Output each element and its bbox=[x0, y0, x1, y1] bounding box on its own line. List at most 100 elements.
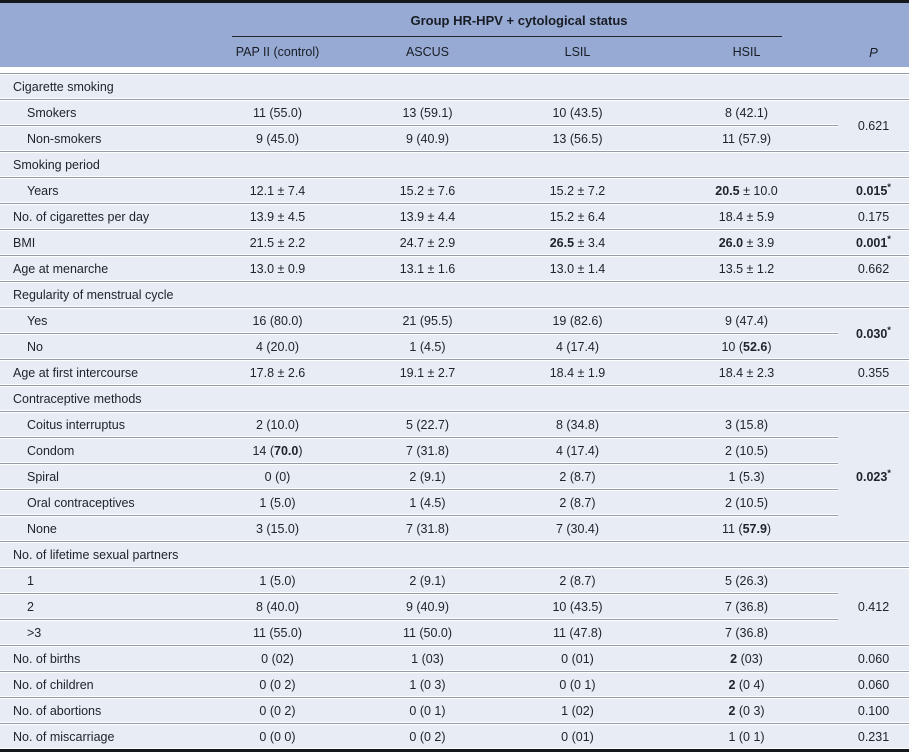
cell-ascus: 1 (03) bbox=[355, 645, 500, 671]
table-row: Non-smokers 9 (45.0) 9 (40.9) 13 (56.5) … bbox=[0, 125, 909, 151]
cell-lsil: 15.2 ± 7.2 bbox=[500, 177, 655, 203]
cell-lsil: 2 (8.7) bbox=[500, 567, 655, 593]
cell-lsil: 15.2 ± 6.4 bbox=[500, 203, 655, 229]
p-value-text: 0.001 bbox=[856, 235, 888, 250]
cell-hsil: 7 (36.8) bbox=[655, 593, 839, 619]
section-row: Smoking period bbox=[0, 151, 909, 177]
cell-lsil: 2 (8.7) bbox=[500, 489, 655, 515]
table-row: Smokers 11 (55.0) 13 (59.1) 10 (43.5) 8 … bbox=[0, 99, 909, 151]
row-label: No bbox=[0, 333, 200, 359]
row-label: Non-smokers bbox=[0, 125, 200, 151]
cell-papii: 2 (10.0) bbox=[200, 411, 355, 437]
table-row: >3 11 (55.0) 11 (50.0) 11 (47.8) 7 (36.8… bbox=[0, 619, 909, 645]
row-label: 2 bbox=[0, 593, 200, 619]
table-row: None 3 (15.0) 7 (31.8) 7 (30.4) 11 (57.9… bbox=[0, 515, 909, 541]
cell-hsil: 18.4 ± 5.9 bbox=[655, 203, 839, 229]
p-value-text: 0.060 bbox=[857, 651, 890, 666]
cell-ascus: 24.7 ± 2.9 bbox=[355, 229, 500, 255]
p-value-text: 0.231 bbox=[857, 729, 890, 744]
cell-papii: 4 (20.0) bbox=[200, 333, 355, 359]
cell-papii: 21.5 ± 2.2 bbox=[200, 229, 355, 255]
p-value-text: 0.662 bbox=[857, 261, 890, 276]
p-value-text: 0.355 bbox=[857, 365, 890, 380]
column-header-hsil: HSIL bbox=[655, 37, 839, 73]
row-label: Years bbox=[0, 177, 200, 203]
cell-papii: 9 (45.0) bbox=[200, 125, 355, 151]
cell-hsil: 7 (36.8) bbox=[655, 619, 839, 645]
cell-ascus: 9 (40.9) bbox=[355, 125, 500, 151]
significance-asterisk: * bbox=[887, 324, 891, 336]
table-row: 1 1 (5.0) 2 (9.1) 2 (8.7) 5 (26.3) 0.412 bbox=[0, 567, 909, 645]
cell-hsil: 11 (57.9) bbox=[655, 125, 839, 151]
p-value: 0.175 bbox=[838, 203, 909, 229]
group-title: Group HR-HPV + cytological status bbox=[410, 12, 628, 28]
section-row: Regularity of menstrual cycle bbox=[0, 281, 909, 307]
cell-hsil: 9 (47.4) bbox=[655, 307, 839, 333]
section-label: No. of lifetime sexual partners bbox=[0, 541, 909, 567]
row-label: No. of miscarriage bbox=[0, 723, 200, 749]
p-value: 0.023* bbox=[838, 411, 909, 541]
cell-lsil: 0 (01) bbox=[500, 723, 655, 749]
cell-hsil: 13.5 ± 1.2 bbox=[655, 255, 839, 281]
row-label: Oral contraceptives bbox=[0, 489, 200, 515]
cell-lsil: 2 (8.7) bbox=[500, 463, 655, 489]
table-row: No. of abortions 0 (0 2) 0 (0 1) 1 (02) … bbox=[0, 697, 909, 723]
cell-ascus: 1 (4.5) bbox=[355, 489, 500, 515]
cell-hsil: 10 (52.6) bbox=[655, 333, 839, 359]
cell-papii: 14 (70.0) bbox=[200, 437, 355, 463]
row-label: Condom bbox=[0, 437, 200, 463]
row-label: No. of births bbox=[0, 645, 200, 671]
cell-ascus: 2 (9.1) bbox=[355, 463, 500, 489]
p-value: 0.412 bbox=[838, 567, 909, 645]
group-underline bbox=[232, 36, 783, 37]
table-row: No. of miscarriage 0 (0 0) 0 (0 2) 0 (01… bbox=[0, 723, 909, 749]
cell-hsil: 2 (0 4) bbox=[655, 671, 839, 697]
cell-hsil: 5 (26.3) bbox=[655, 567, 839, 593]
cell-lsil: 0 (0 1) bbox=[500, 671, 655, 697]
cell-ascus: 13.1 ± 1.6 bbox=[355, 255, 500, 281]
cell-ascus: 21 (95.5) bbox=[355, 307, 500, 333]
cell-papii: 11 (55.0) bbox=[200, 619, 355, 645]
cell-ascus: 1 (0 3) bbox=[355, 671, 500, 697]
cell-papii: 0 (0) bbox=[200, 463, 355, 489]
significance-asterisk: * bbox=[887, 467, 891, 479]
row-label: Coitus interruptus bbox=[0, 411, 200, 437]
p-value-text: 0.023 bbox=[856, 469, 888, 484]
p-value: 0.662 bbox=[838, 255, 909, 281]
p-value: 0.060 bbox=[838, 671, 909, 697]
cell-lsil: 1 (02) bbox=[500, 697, 655, 723]
cell-hsil: 1 (0 1) bbox=[655, 723, 839, 749]
cell-hsil: 11 (57.9) bbox=[655, 515, 839, 541]
row-label: No. of abortions bbox=[0, 697, 200, 723]
table-row: No. of births 0 (02) 1 (03) 0 (01) 2 (03… bbox=[0, 645, 909, 671]
cell-hsil: 8 (42.1) bbox=[655, 99, 839, 125]
cell-lsil: 18.4 ± 1.9 bbox=[500, 359, 655, 385]
p-value-text: 0.030 bbox=[856, 326, 888, 341]
cell-ascus: 19.1 ± 2.7 bbox=[355, 359, 500, 385]
section-row: No. of lifetime sexual partners bbox=[0, 541, 909, 567]
row-label: Spiral bbox=[0, 463, 200, 489]
cell-papii: 17.8 ± 2.6 bbox=[200, 359, 355, 385]
p-value-text: 0.060 bbox=[857, 677, 890, 692]
p-value: 0.355 bbox=[838, 359, 909, 385]
cell-hsil: 26.0 ± 3.9 bbox=[655, 229, 839, 255]
cell-papii: 3 (15.0) bbox=[200, 515, 355, 541]
p-value-text: 0.175 bbox=[857, 209, 890, 224]
significance-asterisk: * bbox=[887, 181, 891, 193]
column-header-row: PAP II (control) ASCUS LSIL HSIL P bbox=[0, 37, 909, 73]
cell-hsil: 2 (10.5) bbox=[655, 437, 839, 463]
cell-papii: 16 (80.0) bbox=[200, 307, 355, 333]
cell-papii: 0 (02) bbox=[200, 645, 355, 671]
table-row: Coitus interruptus 2 (10.0) 5 (22.7) 8 (… bbox=[0, 411, 909, 541]
cell-ascus: 1 (4.5) bbox=[355, 333, 500, 359]
table-body: Cigarette smoking Smokers 11 (55.0) 13 (… bbox=[0, 73, 909, 749]
cell-hsil: 18.4 ± 2.3 bbox=[655, 359, 839, 385]
header-spacer bbox=[0, 3, 200, 37]
cell-hsil: 2 (0 3) bbox=[655, 697, 839, 723]
cell-papii: 8 (40.0) bbox=[200, 593, 355, 619]
table-row: No 4 (20.0) 1 (4.5) 4 (17.4) 10 (52.6) bbox=[0, 333, 909, 359]
row-label: No. of children bbox=[0, 671, 200, 697]
cell-hsil: 1 (5.3) bbox=[655, 463, 839, 489]
cell-ascus: 9 (40.9) bbox=[355, 593, 500, 619]
